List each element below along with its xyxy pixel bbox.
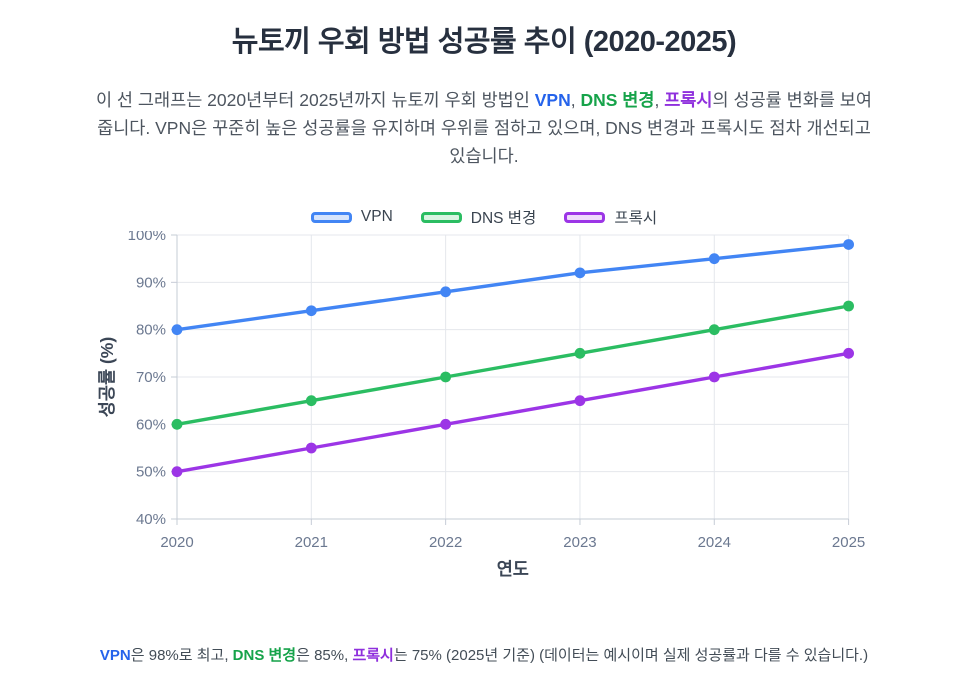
legend-swatch-proxy [564,211,606,223]
x-tick-label: 2025 [832,534,865,551]
chart-footnote: VPN은 98%로 최고, DNS 변경은 85%, 프록시는 75% (202… [0,644,968,665]
data-point[interactable] [708,371,720,383]
text-segment: VPN [99,647,131,664]
data-point[interactable] [440,418,452,430]
text-segment: 은 98%로 최고, [130,647,233,664]
data-point[interactable] [708,324,720,336]
data-point[interactable] [305,395,317,407]
chart-block: VPN DNS 변경 프록시 40% 50% 60% 70% 80% 90% 100% 2020 2… [0,206,968,584]
data-point[interactable] [171,466,183,478]
text-segment: 프록시 [664,90,713,110]
y-tick-label: 60% [136,416,166,433]
x-tick-label: 2023 [563,534,596,551]
data-point[interactable] [305,442,317,454]
text-segment: 이 선 그래프는 2020년부터 2025년까지 뉴토끼 우회 방법인 [95,90,535,110]
y-tick-label: 80% [136,322,166,339]
x-tick-label: 2022 [429,534,462,551]
x-tick-label: 2021 [295,534,328,551]
y-tick-label: 90% [136,274,166,291]
y-tick-label: 70% [136,369,166,386]
data-point[interactable] [305,305,317,317]
chart-legend: VPN DNS 변경 프록시 [0,206,968,228]
data-point[interactable] [843,239,854,250]
legend-label: 프록시 [614,210,658,227]
series-line-DNS 변경 [175,304,851,427]
line-chart[interactable]: 40% 50% 60% 70% 80% 90% 100% 2020 2021 2022 2023 20… [0,231,968,584]
text-segment: , [654,90,665,110]
data-point[interactable] [574,347,586,359]
text-segment: , [570,90,581,110]
data-point[interactable] [171,418,183,430]
y-tick-label: 100% [128,231,166,244]
text-segment: 는 75% (2025년 기준) (데이터는 예시이며 실제 성공률과 다를 수… [393,647,869,664]
legend-item-vpn[interactable]: VPN [310,208,393,226]
legend-item-dns[interactable]: DNS 변경 [420,206,537,228]
data-point[interactable] [171,324,183,336]
data-point[interactable] [843,300,854,312]
data-point[interactable] [843,347,854,359]
text-segment: DNS 변경 [580,90,655,110]
page-title: 뉴토끼 우회 방법 성공률 추이 (2020-2025) [231,26,737,58]
text-segment: VPN [534,90,571,110]
page: 뉴토끼 우회 방법 성공률 추이 (2020-2025) 이 선 그래프는 20… [0,18,968,665]
y-axis-title: 성공률 (%) [97,337,117,417]
legend-swatch-dns [420,211,462,223]
legend-label: VPN [360,208,393,225]
data-point[interactable] [574,267,586,279]
series-line-VPN [175,242,851,332]
y-tick-label: 50% [136,464,166,481]
text-segment: 은 85%, [296,647,353,664]
legend-item-proxy[interactable]: 프록시 [564,206,657,228]
x-tick-label: 2024 [698,534,731,551]
legend-swatch-vpn [310,211,352,223]
text-segment: 프록시 [352,647,394,664]
legend-label: DNS 변경 [470,210,537,227]
x-axis-title: 연도 [497,559,529,579]
data-point[interactable] [440,286,452,298]
chart-description: 이 선 그래프는 2020년부터 2025년까지 뉴토끼 우회 방법인 VPN,… [88,86,880,170]
text-segment: 의 성공률 변화를 보여줍니다. VPN은 꾸준히 높은 성공률을 유지하며 우… [97,90,873,166]
data-point[interactable] [574,395,586,407]
y-tick-label: 40% [136,511,166,528]
text-segment: DNS 변경 [232,647,297,664]
data-point[interactable] [708,253,720,265]
data-point[interactable] [440,371,452,383]
x-tick-label: 2020 [160,534,193,551]
series-line-프록시 [175,351,851,474]
